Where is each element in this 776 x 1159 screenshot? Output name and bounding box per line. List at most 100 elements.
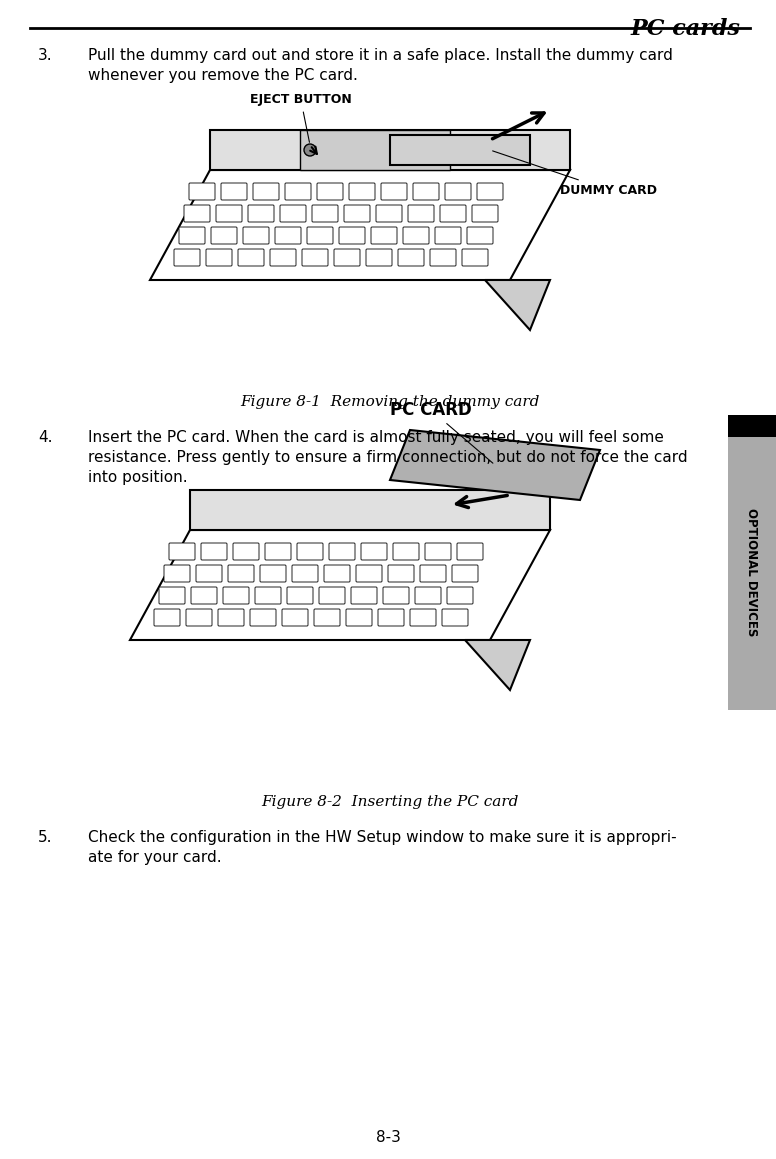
FancyBboxPatch shape [344, 205, 370, 223]
FancyBboxPatch shape [413, 183, 439, 201]
Polygon shape [300, 130, 450, 170]
FancyBboxPatch shape [186, 608, 212, 626]
FancyBboxPatch shape [376, 205, 402, 223]
Polygon shape [390, 134, 530, 165]
FancyBboxPatch shape [253, 183, 279, 201]
FancyBboxPatch shape [191, 586, 217, 604]
FancyBboxPatch shape [184, 205, 210, 223]
FancyBboxPatch shape [297, 544, 323, 560]
FancyBboxPatch shape [196, 564, 222, 582]
Polygon shape [485, 280, 550, 330]
Text: 3.: 3. [38, 48, 53, 63]
FancyBboxPatch shape [378, 608, 404, 626]
Polygon shape [150, 170, 570, 280]
Text: OPTIONAL DEVICES: OPTIONAL DEVICES [746, 509, 758, 636]
Text: DUMMY CARD: DUMMY CARD [493, 151, 657, 197]
FancyBboxPatch shape [228, 564, 254, 582]
FancyBboxPatch shape [159, 586, 185, 604]
FancyBboxPatch shape [339, 227, 365, 245]
FancyBboxPatch shape [154, 608, 180, 626]
FancyBboxPatch shape [223, 586, 249, 604]
FancyBboxPatch shape [371, 227, 397, 245]
FancyBboxPatch shape [334, 249, 360, 267]
FancyBboxPatch shape [312, 205, 338, 223]
FancyBboxPatch shape [260, 564, 286, 582]
Text: Figure 8-2  Inserting the PC card: Figure 8-2 Inserting the PC card [262, 795, 518, 809]
FancyBboxPatch shape [255, 586, 281, 604]
FancyBboxPatch shape [361, 544, 387, 560]
FancyBboxPatch shape [206, 249, 232, 267]
FancyBboxPatch shape [420, 564, 446, 582]
FancyBboxPatch shape [349, 183, 375, 201]
FancyBboxPatch shape [403, 227, 429, 245]
FancyBboxPatch shape [430, 249, 456, 267]
Circle shape [304, 144, 316, 156]
FancyBboxPatch shape [307, 227, 333, 245]
FancyBboxPatch shape [250, 608, 276, 626]
Bar [728, 415, 776, 437]
FancyBboxPatch shape [275, 227, 301, 245]
FancyBboxPatch shape [285, 183, 311, 201]
FancyBboxPatch shape [319, 586, 345, 604]
FancyBboxPatch shape [351, 586, 377, 604]
FancyBboxPatch shape [383, 586, 409, 604]
Bar [728, 415, 776, 710]
FancyBboxPatch shape [462, 249, 488, 267]
FancyBboxPatch shape [445, 183, 471, 201]
FancyBboxPatch shape [452, 564, 478, 582]
FancyBboxPatch shape [346, 608, 372, 626]
FancyBboxPatch shape [243, 227, 269, 245]
Text: Insert the PC card. When the card is almost fully seated, you will feel some
res: Insert the PC card. When the card is alm… [88, 430, 688, 484]
FancyBboxPatch shape [216, 205, 242, 223]
Text: Figure 8-1  Removing the dummy card: Figure 8-1 Removing the dummy card [241, 395, 539, 409]
FancyBboxPatch shape [314, 608, 340, 626]
FancyBboxPatch shape [218, 608, 244, 626]
FancyBboxPatch shape [270, 249, 296, 267]
FancyBboxPatch shape [440, 205, 466, 223]
FancyBboxPatch shape [447, 586, 473, 604]
Text: 5.: 5. [38, 830, 53, 845]
FancyBboxPatch shape [435, 227, 461, 245]
FancyBboxPatch shape [415, 586, 441, 604]
Polygon shape [210, 130, 570, 170]
FancyBboxPatch shape [233, 544, 259, 560]
FancyBboxPatch shape [238, 249, 264, 267]
FancyBboxPatch shape [282, 608, 308, 626]
FancyBboxPatch shape [356, 564, 382, 582]
FancyBboxPatch shape [472, 205, 498, 223]
Text: PC CARD: PC CARD [390, 401, 493, 464]
FancyBboxPatch shape [408, 205, 434, 223]
Text: EJECT BUTTON: EJECT BUTTON [250, 94, 352, 143]
Polygon shape [465, 640, 530, 690]
FancyBboxPatch shape [410, 608, 436, 626]
FancyBboxPatch shape [201, 544, 227, 560]
FancyBboxPatch shape [265, 544, 291, 560]
FancyBboxPatch shape [292, 564, 318, 582]
FancyBboxPatch shape [302, 249, 328, 267]
FancyBboxPatch shape [381, 183, 407, 201]
FancyBboxPatch shape [221, 183, 247, 201]
FancyBboxPatch shape [280, 205, 306, 223]
FancyBboxPatch shape [388, 564, 414, 582]
FancyBboxPatch shape [164, 564, 190, 582]
Text: Check the configuration in the HW Setup window to make sure it is appropri-
ate : Check the configuration in the HW Setup … [88, 830, 677, 865]
FancyBboxPatch shape [393, 544, 419, 560]
FancyBboxPatch shape [324, 564, 350, 582]
Polygon shape [390, 430, 600, 500]
FancyBboxPatch shape [477, 183, 503, 201]
Polygon shape [130, 530, 550, 640]
FancyBboxPatch shape [442, 608, 468, 626]
FancyBboxPatch shape [317, 183, 343, 201]
FancyBboxPatch shape [467, 227, 493, 245]
FancyBboxPatch shape [211, 227, 237, 245]
FancyBboxPatch shape [398, 249, 424, 267]
FancyBboxPatch shape [179, 227, 205, 245]
FancyBboxPatch shape [425, 544, 451, 560]
Text: 4.: 4. [38, 430, 53, 445]
FancyBboxPatch shape [169, 544, 195, 560]
FancyBboxPatch shape [248, 205, 274, 223]
FancyBboxPatch shape [287, 586, 313, 604]
FancyBboxPatch shape [366, 249, 392, 267]
Text: PC cards: PC cards [630, 19, 740, 41]
FancyBboxPatch shape [457, 544, 483, 560]
